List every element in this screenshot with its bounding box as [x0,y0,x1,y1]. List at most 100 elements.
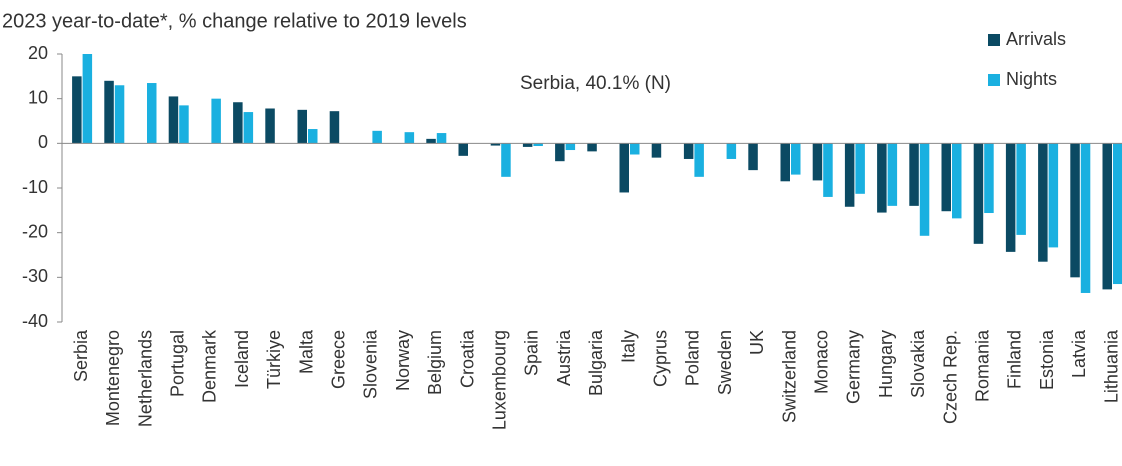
bar [791,143,801,175]
bar [1113,143,1122,285]
bar [104,80,114,144]
x-tick-label: Luxembourg [489,330,509,430]
bar [114,85,125,144]
x-tick-label: Slovenia [361,329,381,399]
bar [1070,143,1080,278]
bar [1016,143,1026,235]
x-tick-label: Poland [683,330,703,386]
x-tick-label: Denmark [200,329,220,403]
bar [179,105,189,144]
x-tick-label: Croatia [457,329,477,388]
legend-swatch [988,74,1000,86]
bar [522,143,533,147]
x-tick-label: Latvia [1069,329,1089,378]
x-tick-label: Serbia [71,329,91,382]
bar [533,143,543,147]
x-tick-label: Hungary [876,330,896,398]
x-tick-label: Greece [328,330,348,389]
bar [855,143,865,194]
bar [211,98,221,144]
bar [490,143,501,146]
x-tick-label: Montenegro [103,330,123,426]
x-tick-label: Monaco [811,330,831,394]
bar [1038,143,1048,262]
bar [233,102,243,144]
x-tick-label: Norway [393,330,413,391]
bar [426,138,436,144]
x-tick-label: Czech Rep. [940,330,960,424]
x-tick-label: Austria [554,329,574,386]
x-tick-label: Iceland [232,330,252,388]
bar [501,143,511,177]
x-tick-label: Belgium [425,330,445,395]
bar [941,143,951,212]
x-tick-label: Germany [844,330,864,404]
bar [952,143,962,219]
bar [887,143,898,206]
y-tick-label: 0 [38,132,48,152]
x-tick-label: Netherlands [135,330,155,427]
bar [812,143,823,181]
bar [973,143,984,244]
x-tick-label: Türkiye [264,330,284,389]
chart-title: 2023 year-to-date*, % change relative to… [2,10,467,32]
bar [877,143,887,213]
legend-label: Nights [1006,69,1057,89]
bar [297,109,307,144]
bar [844,143,855,207]
y-tick-label: -40 [22,311,48,331]
bar [329,111,340,144]
bar [72,76,82,144]
bar [919,143,930,236]
bar [168,96,179,144]
x-tick-label: Sweden [715,330,735,395]
bar [565,143,576,151]
bar [587,143,597,152]
bar [308,129,318,144]
bar [780,143,790,182]
x-tick-label: Malta [296,329,316,374]
bar [1005,143,1016,252]
x-tick-label: Cyprus [650,330,670,387]
x-tick-label: Slovakia [908,329,928,398]
x-tick-label: UK [747,330,767,355]
bar [404,132,415,144]
bar [630,143,640,155]
y-tick-label: -20 [22,221,48,241]
bar [436,133,447,144]
bar [984,143,994,214]
bar [619,143,629,193]
bar [82,54,93,144]
bar [1080,143,1091,293]
bar [555,143,565,162]
y-tick-label: -10 [22,177,48,197]
x-tick-label: Finland [1005,330,1025,389]
bar [243,112,254,144]
bar [694,143,704,177]
bar [458,143,468,156]
x-tick-label: Lithuania [1101,329,1121,403]
bar [683,143,694,159]
bar [1102,143,1112,290]
annotation: Serbia, 40.1% (N) [520,73,671,94]
legend-label: Arrivals [1006,29,1066,49]
bar [748,143,758,171]
x-tick-label: Italy [618,330,638,363]
bar [372,130,382,144]
x-tick-label: Bulgaria [586,329,606,396]
x-tick-label: Switzerland [779,330,799,423]
y-tick-label: -30 [22,266,48,286]
y-tick-label: 10 [28,87,48,107]
x-tick-label: Spain [522,330,542,376]
x-tick-label: Romania [972,329,992,402]
bar [909,143,919,206]
bar [651,143,662,158]
bar [265,108,275,144]
bar [726,143,737,159]
legend-swatch [988,34,1000,46]
bar [147,83,157,144]
bar [823,143,833,197]
x-tick-label: Portugal [167,330,187,397]
y-tick-label: 20 [28,43,48,63]
